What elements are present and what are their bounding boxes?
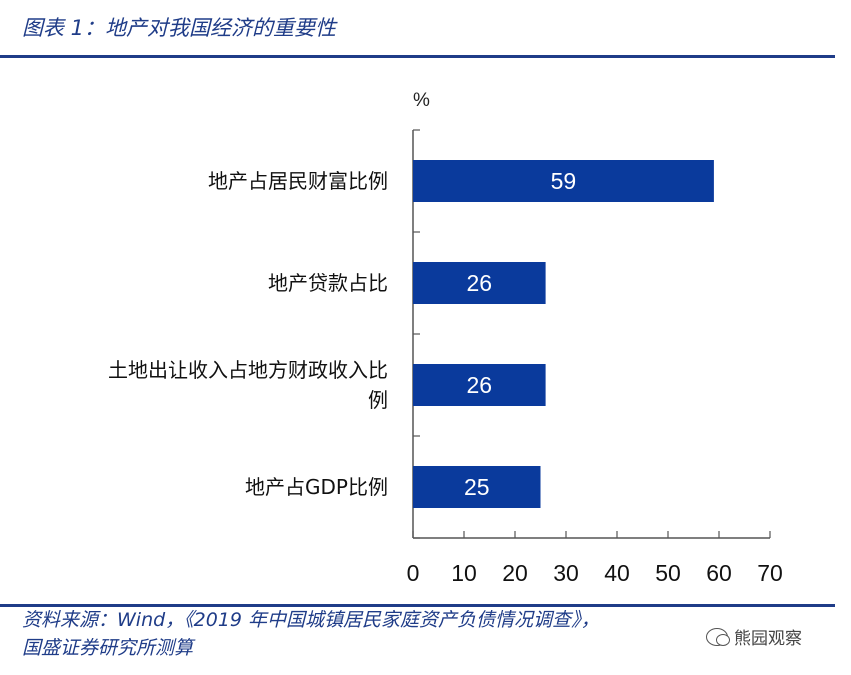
figure-title: 图表 1：地产对我国经济的重要性	[22, 16, 337, 40]
data-label: 26	[467, 270, 493, 296]
x-tick-label: 10	[451, 560, 477, 586]
category-label: 地产贷款占比	[268, 271, 388, 295]
bar	[413, 262, 546, 304]
source-line-1: 资料来源：Wind，《2019 年中国城镇居民家庭资产负债情况调查》，	[22, 609, 600, 631]
x-tick-label: 70	[757, 560, 783, 586]
category-label: 地产占GDP比例	[245, 475, 388, 499]
category-label: 土地出让收入占地方财政收入比	[108, 358, 388, 382]
top-rule	[0, 55, 835, 58]
wechat-icon	[706, 627, 730, 646]
unit-label: %	[413, 90, 430, 111]
data-label: 26	[467, 372, 493, 398]
bar	[413, 160, 714, 202]
source-note: 资料来源：Wind，《2019 年中国城镇居民家庭资产负债情况调查》， 国盛证券…	[22, 606, 812, 662]
x-tick-label: 20	[502, 560, 528, 586]
x-tick-label: 60	[706, 560, 732, 586]
bottom-rule	[0, 604, 835, 607]
data-label: 25	[464, 474, 490, 500]
x-tick-label: 40	[604, 560, 630, 586]
watermark-text: 熊园观察	[734, 629, 802, 649]
x-tick-label: 0	[407, 560, 420, 586]
category-label: 地产占居民财富比例	[208, 169, 388, 193]
bar	[413, 364, 546, 406]
source-line-2: 国盛证券研究所测算	[22, 637, 194, 659]
watermark: 熊园观察	[706, 624, 802, 649]
data-label: 59	[551, 168, 577, 194]
bar	[413, 466, 541, 508]
category-label: 例	[368, 388, 388, 412]
x-tick-label: 50	[655, 560, 681, 586]
x-tick-label: 30	[553, 560, 579, 586]
